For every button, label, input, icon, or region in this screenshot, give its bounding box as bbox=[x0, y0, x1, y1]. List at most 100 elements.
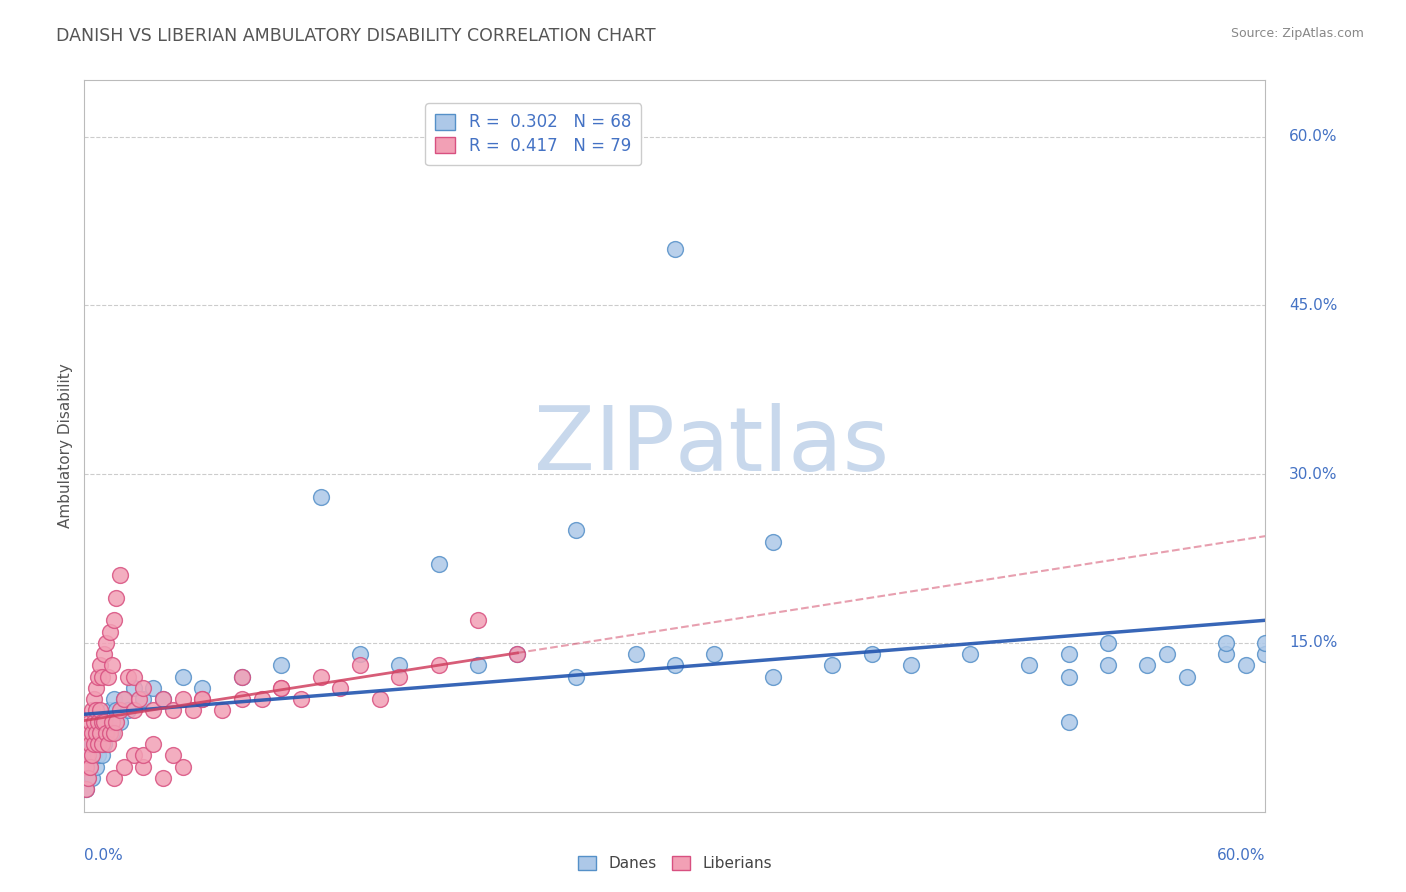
Text: DANISH VS LIBERIAN AMBULATORY DISABILITY CORRELATION CHART: DANISH VS LIBERIAN AMBULATORY DISABILITY… bbox=[56, 27, 655, 45]
Point bbox=[101, 658, 124, 673]
Point bbox=[427, 658, 450, 673]
Point bbox=[93, 737, 115, 751]
Point bbox=[290, 692, 312, 706]
Point bbox=[329, 681, 352, 695]
Point bbox=[762, 670, 785, 684]
Point bbox=[112, 692, 135, 706]
Point bbox=[97, 670, 120, 684]
Point bbox=[132, 760, 155, 774]
Point bbox=[104, 703, 127, 717]
Point bbox=[89, 726, 111, 740]
Point bbox=[821, 658, 844, 673]
Point bbox=[172, 692, 194, 706]
Point bbox=[108, 703, 131, 717]
Point bbox=[664, 242, 686, 256]
Point bbox=[94, 636, 117, 650]
Point bbox=[142, 703, 165, 717]
Point bbox=[83, 737, 105, 751]
Point bbox=[191, 692, 214, 706]
Point bbox=[97, 714, 120, 729]
Point bbox=[87, 714, 110, 729]
Point bbox=[87, 726, 110, 740]
Point bbox=[1175, 670, 1198, 684]
Point bbox=[77, 771, 100, 785]
Point bbox=[84, 760, 107, 774]
Point bbox=[162, 748, 184, 763]
Point bbox=[309, 490, 332, 504]
Point bbox=[82, 737, 104, 751]
Point bbox=[1136, 658, 1159, 673]
Point bbox=[172, 670, 194, 684]
Point bbox=[231, 670, 253, 684]
Point bbox=[82, 748, 104, 763]
Point bbox=[122, 681, 145, 695]
Point bbox=[191, 692, 214, 706]
Point bbox=[82, 726, 104, 740]
Point bbox=[1018, 658, 1040, 673]
Point bbox=[128, 692, 150, 706]
Point bbox=[112, 760, 135, 774]
Point bbox=[87, 670, 110, 684]
Point bbox=[93, 714, 115, 729]
Point bbox=[388, 658, 411, 673]
Point bbox=[1234, 658, 1257, 673]
Point bbox=[762, 534, 785, 549]
Point bbox=[117, 670, 139, 684]
Point bbox=[104, 591, 127, 605]
Point bbox=[1254, 647, 1277, 661]
Point bbox=[1215, 636, 1237, 650]
Point bbox=[860, 647, 883, 661]
Point bbox=[181, 703, 204, 717]
Point bbox=[231, 692, 253, 706]
Point bbox=[89, 737, 111, 751]
Point bbox=[79, 760, 101, 774]
Point bbox=[84, 726, 107, 740]
Point bbox=[77, 726, 100, 740]
Point bbox=[75, 760, 97, 774]
Point bbox=[1156, 647, 1178, 661]
Point bbox=[84, 703, 107, 717]
Point bbox=[132, 681, 155, 695]
Point bbox=[309, 670, 332, 684]
Point bbox=[132, 748, 155, 763]
Point bbox=[900, 658, 922, 673]
Point bbox=[132, 692, 155, 706]
Point bbox=[142, 737, 165, 751]
Point bbox=[89, 714, 111, 729]
Point bbox=[87, 737, 110, 751]
Point bbox=[84, 681, 107, 695]
Y-axis label: Ambulatory Disability: Ambulatory Disability bbox=[58, 364, 73, 528]
Text: 60.0%: 60.0% bbox=[1218, 848, 1265, 863]
Point bbox=[112, 692, 135, 706]
Point bbox=[108, 568, 131, 582]
Point bbox=[77, 748, 100, 763]
Point bbox=[467, 658, 489, 673]
Point bbox=[231, 670, 253, 684]
Point bbox=[122, 703, 145, 717]
Point bbox=[191, 681, 214, 695]
Point bbox=[79, 737, 101, 751]
Point bbox=[98, 703, 121, 717]
Point bbox=[83, 692, 105, 706]
Text: ZIP: ZIP bbox=[534, 402, 675, 490]
Point bbox=[103, 726, 125, 740]
Point bbox=[152, 771, 174, 785]
Point bbox=[101, 714, 124, 729]
Point bbox=[162, 703, 184, 717]
Point bbox=[82, 771, 104, 785]
Point bbox=[1254, 636, 1277, 650]
Point bbox=[79, 760, 101, 774]
Text: 15.0%: 15.0% bbox=[1289, 635, 1337, 650]
Point bbox=[664, 658, 686, 673]
Point bbox=[91, 670, 114, 684]
Point bbox=[93, 714, 115, 729]
Point bbox=[108, 714, 131, 729]
Text: 60.0%: 60.0% bbox=[1289, 129, 1337, 144]
Point bbox=[75, 782, 97, 797]
Point bbox=[104, 714, 127, 729]
Point bbox=[94, 726, 117, 740]
Point bbox=[103, 614, 125, 628]
Point bbox=[82, 703, 104, 717]
Point bbox=[1057, 714, 1080, 729]
Point bbox=[75, 782, 97, 797]
